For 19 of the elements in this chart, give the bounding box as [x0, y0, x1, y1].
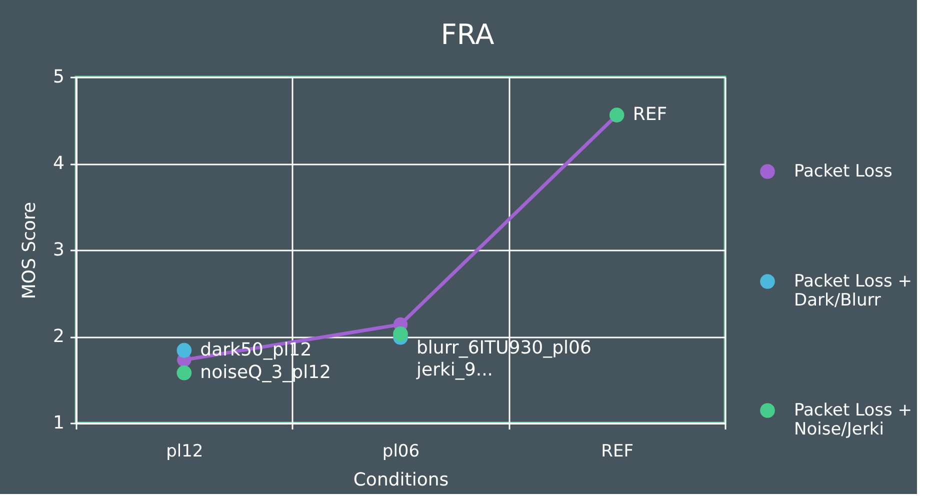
point	[393, 326, 408, 342]
point	[176, 365, 192, 380]
point	[176, 342, 192, 358]
y-tick-label: 4	[53, 153, 64, 174]
x-axis-title: Conditions	[353, 470, 449, 490]
y-tick-label: 2	[53, 326, 64, 347]
legend-label: Packet Loss + Dark/Blurr	[794, 272, 912, 310]
y-axis-title: MOS Score	[19, 202, 40, 300]
y-tick-label: 1	[53, 412, 64, 434]
y-tick-label: 5	[53, 66, 64, 88]
x-tick-label: REF	[601, 442, 634, 462]
legend-label: Packet Loss + Noise/Jerki	[794, 400, 912, 440]
x-tick-label: pl06	[382, 442, 420, 462]
chart-title: FRA	[440, 18, 494, 51]
x-tick-label: pl12	[166, 442, 204, 462]
data-label: REF	[632, 104, 668, 126]
legend-label: Packet Loss	[794, 162, 892, 182]
data-label: jerki_9...	[416, 360, 494, 380]
y-tick-label: 3	[53, 240, 64, 260]
